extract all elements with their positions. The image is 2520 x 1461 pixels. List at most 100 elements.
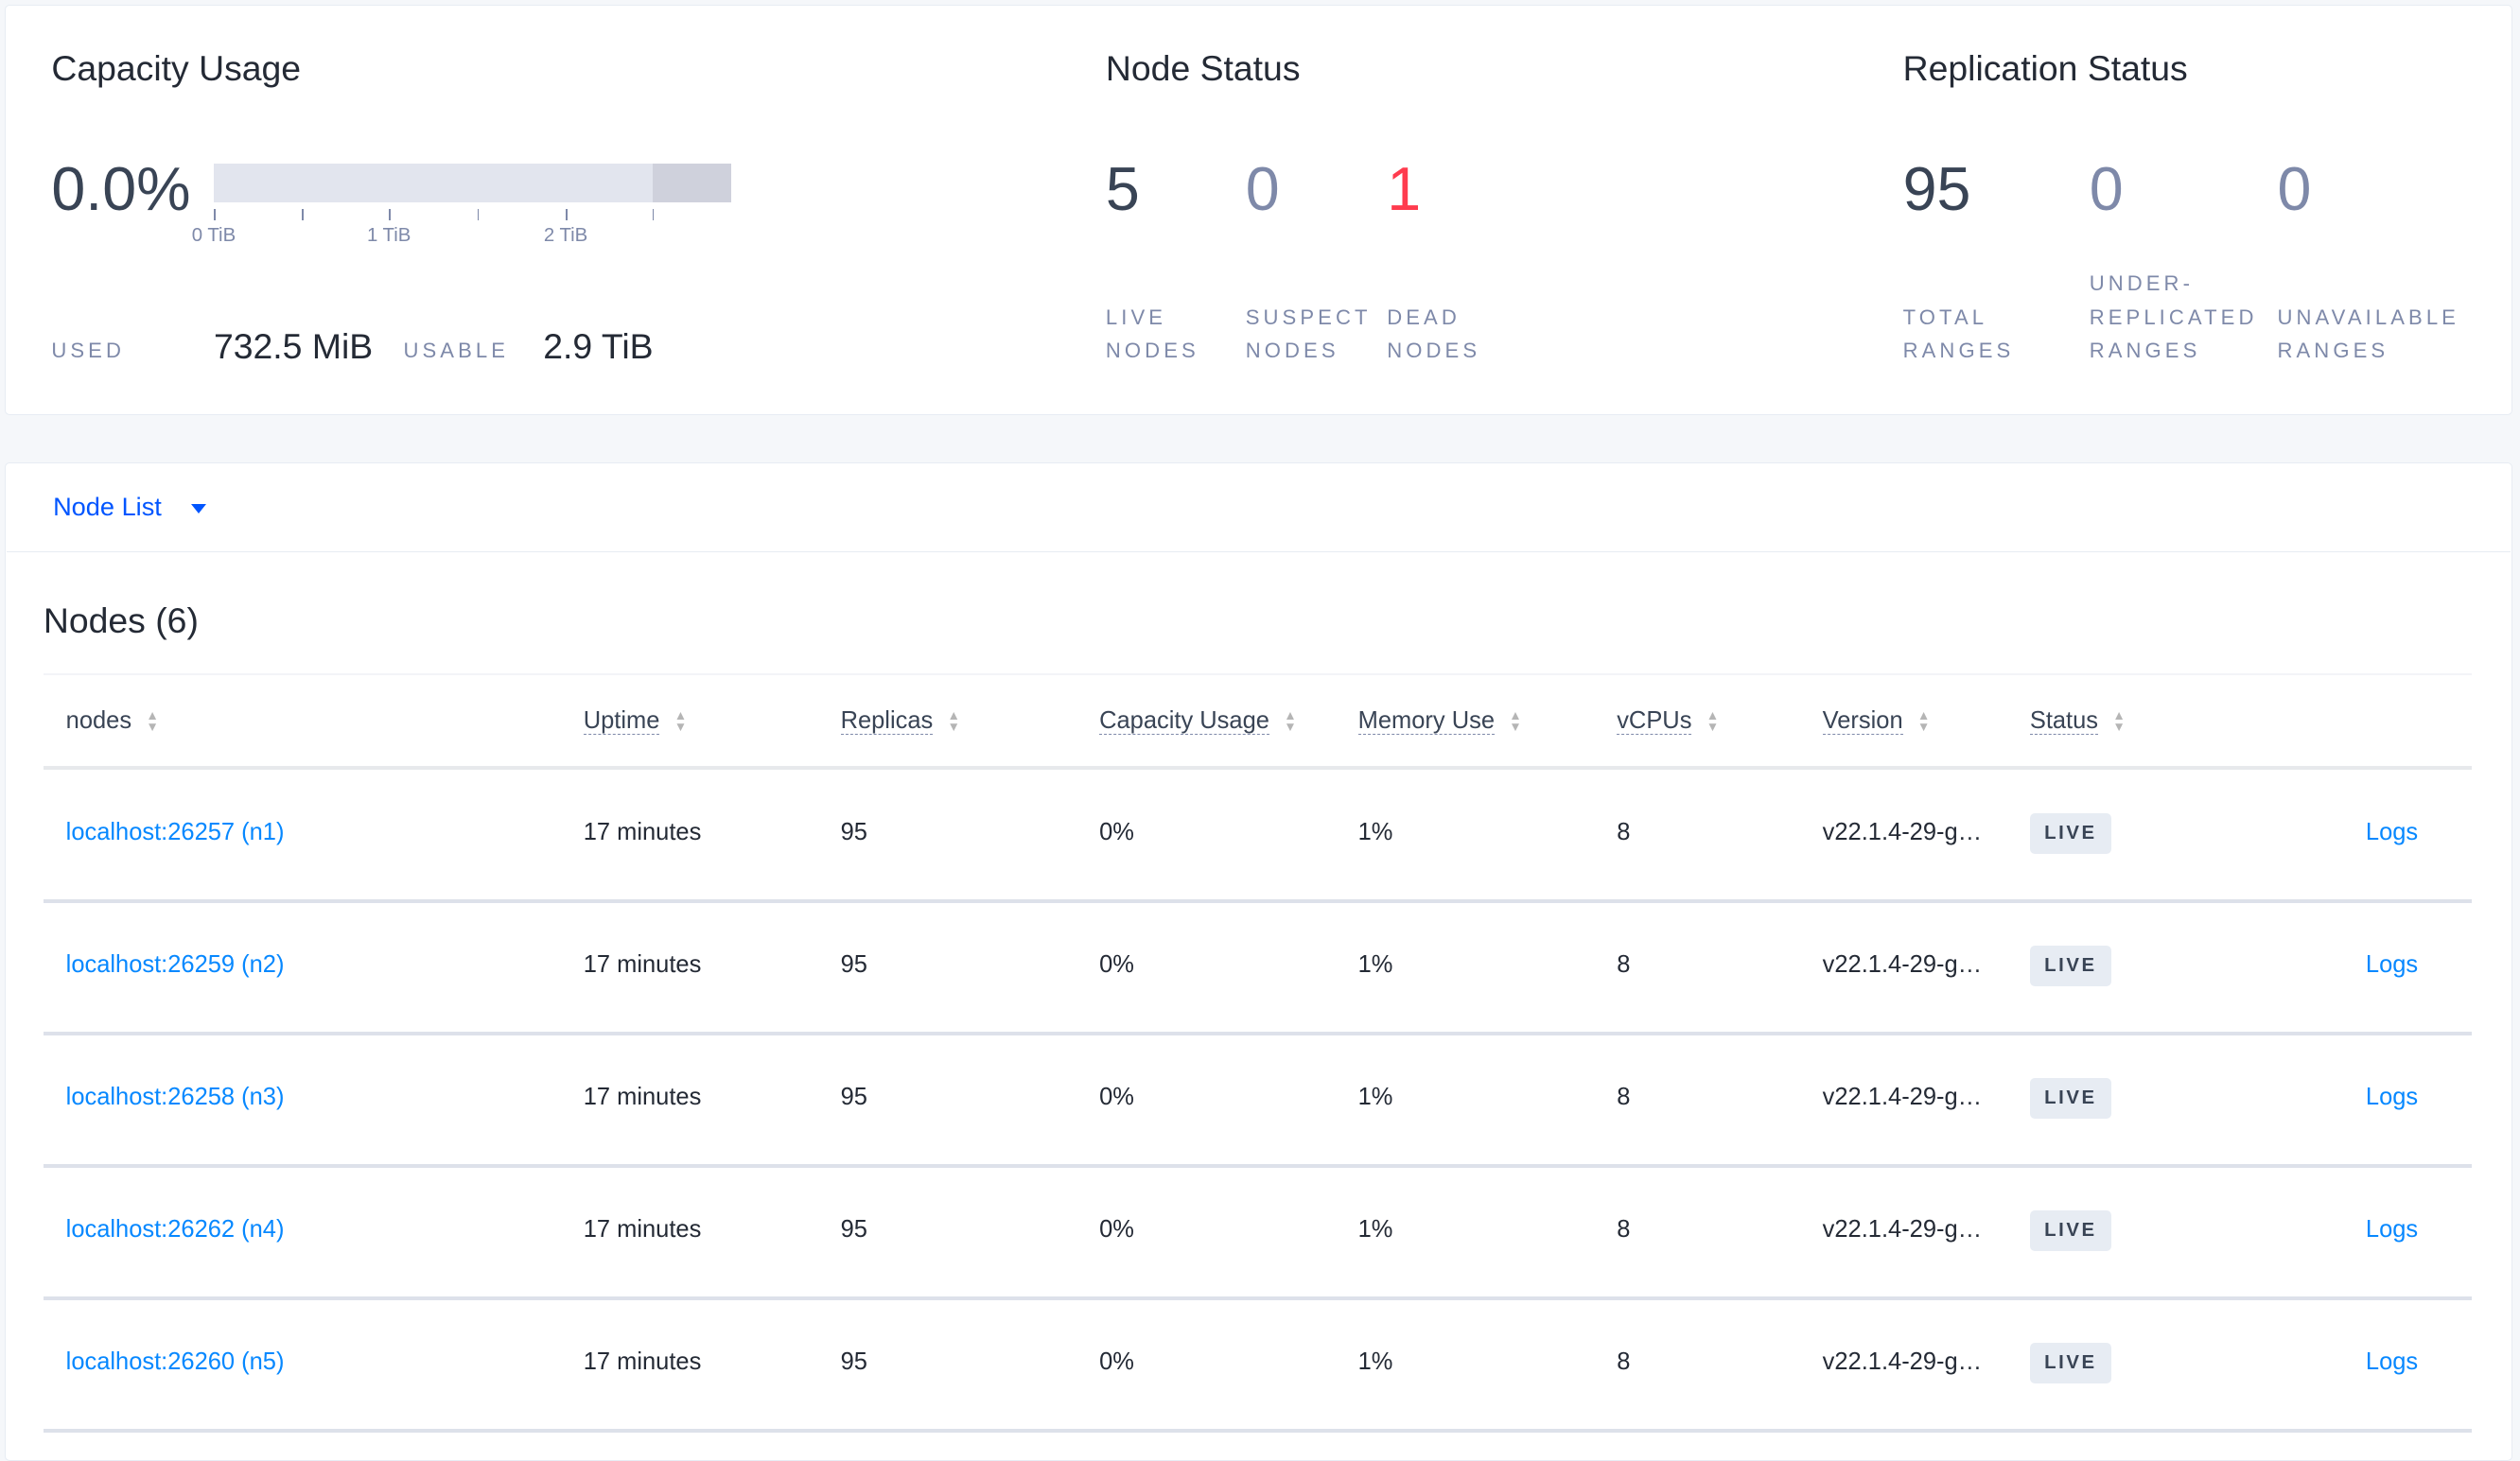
cell-memory: 1% xyxy=(1357,1084,1393,1111)
label-line: UNDER- xyxy=(2089,271,2195,296)
cell-memory: 1% xyxy=(1357,819,1393,846)
status-badge: LIVE xyxy=(2029,1077,2111,1120)
sort-icon[interactable]: ▲ ▼ xyxy=(1509,707,1522,734)
logs-link[interactable]: Logs xyxy=(2365,1084,2419,1111)
live-nodes-count: 5 xyxy=(1105,155,1140,224)
tick xyxy=(652,208,655,220)
node-link[interactable]: localhost:26259 (n2) xyxy=(65,951,285,979)
cell-uptime: 17 minutes xyxy=(583,819,702,846)
tick xyxy=(302,208,305,220)
cell-memory: 1% xyxy=(1357,951,1393,979)
label-line: RANGES xyxy=(2277,339,2389,363)
capacity-bar-unusable xyxy=(652,164,732,203)
cell-replicas: 95 xyxy=(840,1348,867,1376)
usable-label: USABLE xyxy=(403,339,510,363)
usable-value: 2.9 TiB xyxy=(543,325,654,366)
under-replicated-label: UNDER- REPLICATED RANGES xyxy=(2090,267,2258,368)
node-link[interactable]: localhost:26257 (n1) xyxy=(65,819,285,846)
column-header-replicas[interactable]: Replicas ▲ ▼ xyxy=(840,706,960,735)
node-link[interactable]: localhost:26260 (n5) xyxy=(65,1348,285,1376)
cell-replicas: 95 xyxy=(840,1084,867,1111)
used-label: USED xyxy=(51,339,126,363)
column-header-label: Uptime xyxy=(583,706,660,735)
sort-icon[interactable]: ▲ ▼ xyxy=(1284,707,1297,734)
node-link[interactable]: localhost:26262 (n4) xyxy=(65,1216,285,1244)
label-line: UNAVAILABLE xyxy=(2277,304,2459,329)
logs-link[interactable]: Logs xyxy=(2365,819,2419,846)
node-link[interactable]: localhost:26258 (n3) xyxy=(65,1084,285,1111)
sort-icon[interactable]: ▲ ▼ xyxy=(947,707,960,734)
live-nodes-label: LIVE NODES xyxy=(1106,301,1199,368)
capacity-usage-title: Capacity Usage xyxy=(51,47,302,88)
cell-capacity: 0% xyxy=(1099,1348,1134,1376)
capacity-percent: 0.0% xyxy=(51,155,191,224)
column-header-vcpus[interactable]: vCPUs ▲ ▼ xyxy=(1617,706,1720,735)
logs-link[interactable]: Logs xyxy=(2365,1216,2419,1244)
logs-link[interactable]: Logs xyxy=(2365,951,2419,979)
cell-version: v22.1.4-29-g… xyxy=(1822,1216,1983,1244)
column-header-label: nodes xyxy=(65,706,132,734)
cell-capacity: 0% xyxy=(1099,1216,1134,1244)
column-header-version[interactable]: Version ▲ ▼ xyxy=(1822,706,1931,735)
label-line: NODES xyxy=(1105,339,1199,363)
cell-capacity: 0% xyxy=(1099,819,1134,846)
sort-icon[interactable]: ▲ ▼ xyxy=(1706,707,1720,734)
cell-memory: 1% xyxy=(1357,1348,1393,1376)
dead-nodes-label: DEAD NODES xyxy=(1387,301,1480,368)
column-header-nodes[interactable]: nodes ▲ ▼ xyxy=(66,707,159,735)
cell-vcpus: 8 xyxy=(1617,1084,1631,1111)
header-divider xyxy=(43,766,2473,770)
label-line: LIVE xyxy=(1105,304,1167,329)
status-badge: LIVE xyxy=(2029,1342,2111,1384)
divider xyxy=(43,672,2473,675)
label-line: NODES xyxy=(1387,339,1481,363)
sort-icon[interactable]: ▲ ▼ xyxy=(2112,707,2126,734)
capacity-bar xyxy=(213,164,732,203)
replication-status-title: Replication Status xyxy=(1902,47,2188,88)
unavailable-ranges-count: 0 xyxy=(2277,155,2312,224)
logs-link[interactable]: Logs xyxy=(2365,1348,2419,1376)
dead-nodes-count: 1 xyxy=(1387,155,1422,224)
column-header-status[interactable]: Status ▲ ▼ xyxy=(2029,706,2126,735)
cell-version: v22.1.4-29-g… xyxy=(1822,951,1983,979)
tick-label: 2 TiB xyxy=(543,224,588,246)
unavailable-ranges-label: UNAVAILABLE RANGES xyxy=(2277,301,2459,368)
cell-replicas: 95 xyxy=(840,951,867,979)
caret-down-icon xyxy=(191,503,207,513)
row-divider xyxy=(43,1164,2473,1168)
status-badge: LIVE xyxy=(2029,1209,2111,1252)
cell-version: v22.1.4-29-g… xyxy=(1822,1348,1983,1376)
tick xyxy=(566,208,568,220)
total-ranges-count: 95 xyxy=(1902,155,1971,224)
sort-icon[interactable]: ▲ ▼ xyxy=(674,707,688,734)
cell-replicas: 95 xyxy=(840,819,867,846)
status-badge: LIVE xyxy=(2029,812,2111,855)
label-line: REPLICATED xyxy=(2089,304,2258,329)
cell-capacity: 0% xyxy=(1099,951,1134,979)
node-list-card xyxy=(5,462,2512,1461)
label-line: RANGES xyxy=(2089,339,2201,363)
label-line: TOTAL xyxy=(1902,304,1988,329)
cell-version: v22.1.4-29-g… xyxy=(1822,1084,1983,1111)
status-badge: LIVE xyxy=(2029,945,2111,987)
sort-icon[interactable]: ▲ ▼ xyxy=(1916,707,1931,734)
nodes-heading: Nodes (6) xyxy=(43,600,199,641)
cell-vcpus: 8 xyxy=(1617,1216,1631,1244)
column-header-memory-use[interactable]: Memory Use ▲ ▼ xyxy=(1357,706,1522,735)
node-list-dropdown[interactable]: Node List xyxy=(53,492,207,522)
sort-icon[interactable]: ▲ ▼ xyxy=(146,707,159,734)
column-header-label: vCPUs xyxy=(1617,706,1692,735)
tick xyxy=(477,208,480,220)
cell-vcpus: 8 xyxy=(1617,951,1631,979)
used-value: 732.5 MiB xyxy=(213,325,374,366)
cell-uptime: 17 minutes xyxy=(583,1084,702,1111)
column-header-capacity-usage[interactable]: Capacity Usage ▲ ▼ xyxy=(1099,706,1297,735)
cell-replicas: 95 xyxy=(840,1216,867,1244)
column-header-label: Replicas xyxy=(840,706,934,735)
column-header-uptime[interactable]: Uptime ▲ ▼ xyxy=(583,706,688,735)
cell-uptime: 17 minutes xyxy=(583,1348,702,1376)
cell-version: v22.1.4-29-g… xyxy=(1822,819,1983,846)
tick-label: 1 TiB xyxy=(366,224,411,246)
label-line: DEAD xyxy=(1387,304,1461,329)
suspect-nodes-count: 0 xyxy=(1245,155,1280,224)
